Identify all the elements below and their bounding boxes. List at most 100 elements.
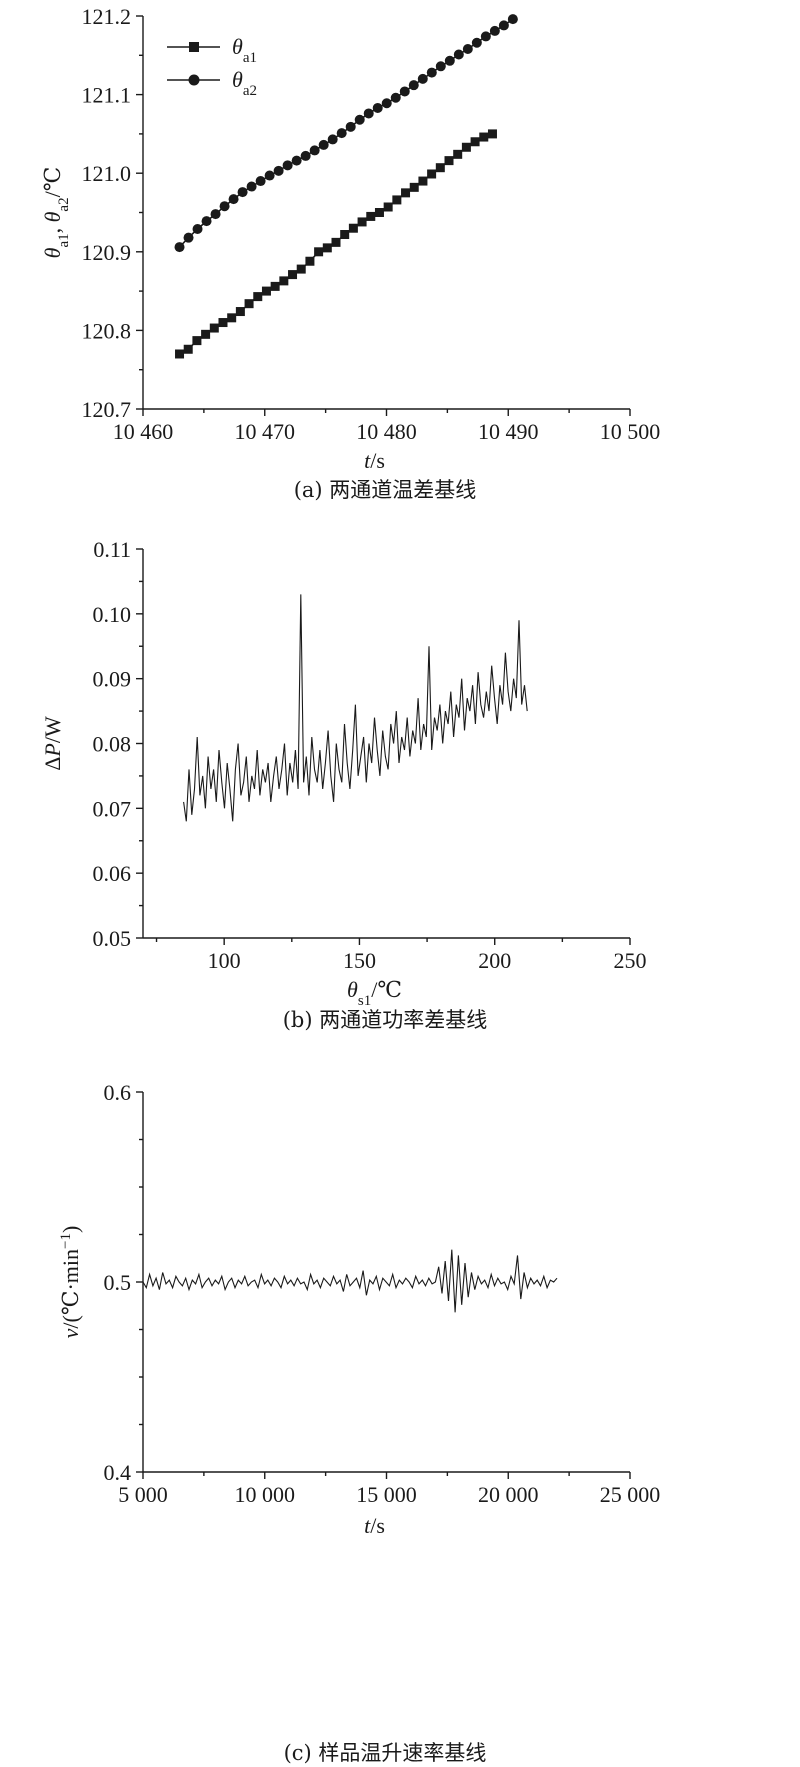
data-point-circle [282,160,293,171]
y-tick-label: 0.10 [93,602,132,627]
data-point-square [479,132,489,142]
x-tick-label: 10 480 [356,419,417,444]
data-point-circle [345,121,356,132]
data-point-circle [426,67,437,78]
data-point-square [374,208,384,217]
x-tick-label: 5 000 [118,1482,168,1507]
data-point-square [366,211,376,221]
chart-panel-2: 100 150 200 250 0.05 0.06 0.07 0.08 0.09 0.10 0.11… [40,537,647,1032]
data-point-circle [255,176,266,187]
data-point-square [409,182,419,192]
data-point-circle [219,201,230,212]
data-point-square [487,129,497,139]
data-point-circle [273,165,284,176]
x-axis-title: θs1/℃ [347,977,402,1009]
y-tick-label: 120.7 [82,397,132,422]
y-axis-title: ΔP/W [40,716,65,771]
data-point-square [305,256,315,266]
figure-caption: (b) 两通道功率差基线 [283,1008,488,1032]
data-point-square [322,243,332,253]
data-point-circle [462,44,473,55]
data-point-circle [354,114,365,125]
series-line-1 [142,1249,558,1313]
y-tick-label: 0.07 [93,796,132,821]
data-point-square [401,188,411,198]
y-axis-title: v/(℃·min−1) [58,1226,83,1339]
x-tick-label: 10 500 [600,419,661,444]
x-axis-title: t/s [364,448,385,473]
data-point-circle [507,14,518,25]
data-point-square [227,313,237,323]
y-tick-label: 0.08 [93,732,132,757]
data-point-square [340,230,350,240]
data-point-circle [444,55,455,66]
x-tick-label: 10 000 [235,1482,296,1507]
y-tick-label: 0.11 [93,537,131,562]
data-point-circle [300,150,311,161]
data-point-circle [210,209,221,220]
data-point-square [175,349,185,359]
data-point-square [253,292,263,302]
data-point-circle [372,102,383,113]
legend-marker-circle [188,74,200,86]
data-point-square [288,270,298,280]
data-point-circle [399,86,410,97]
legend-marker-square [189,42,199,52]
data-point-circle [291,155,302,166]
data-point-square [244,299,254,309]
data-point-circle [309,145,320,156]
data-point-circle [318,139,329,150]
data-point-square [383,202,393,212]
y-tick-label: 0.05 [93,926,132,951]
data-point-circle [453,49,464,60]
data-point-circle [489,25,500,36]
data-point-square [209,323,219,333]
data-point-square [270,281,280,291]
x-tick-label: 10 470 [235,419,296,444]
data-point-circle [480,31,491,42]
data-point-circle [264,170,275,181]
data-point-square [418,176,428,186]
x-tick-label: 15 000 [356,1482,417,1507]
series-line-1 [183,594,528,822]
data-point-square [261,286,271,296]
figure-caption: (a) 两通道温差基线 [294,478,477,502]
legend-label: θa2 [232,67,257,99]
y-tick-label: 121.1 [82,83,132,108]
data-point-circle [237,187,248,198]
data-point-circle [408,80,419,91]
data-point-square [444,156,454,166]
y-tick-label: 0.06 [93,861,132,886]
data-point-circle [174,242,185,253]
data-point-square [201,329,211,339]
data-point-square [348,223,358,233]
y-tick-label: 0.6 [104,1080,132,1105]
data-point-square [453,149,463,159]
data-point-circle [201,216,212,227]
y-tick-label: 0.4 [104,1460,132,1485]
y-tick-label: 120.8 [82,318,132,343]
x-tick-label: 25 000 [600,1482,661,1507]
x-tick-label: 150 [343,948,376,973]
data-point-square [427,169,437,179]
data-point-circle [381,98,392,109]
x-tick-label: 100 [208,948,241,973]
legend-label: θa1 [232,34,257,66]
data-point-square [192,336,202,346]
data-point-square [331,237,341,247]
y-tick-label: 121.0 [82,161,132,186]
data-point-circle [192,224,203,235]
y-axis-title: θa1, θa2/℃ [40,167,72,259]
data-point-square [235,307,245,317]
x-tick-label: 10 460 [113,419,174,444]
x-tick-label: 20 000 [478,1482,539,1507]
data-point-circle [183,232,194,243]
figure-caption: (c) 样品温升速率基线 [284,1741,487,1765]
x-tick-label: 10 490 [478,419,539,444]
chart-panel-3: 5 000 10 000 15 000 20 000 25 000 0.4 0.5 0.6 t/… [58,1080,660,1765]
data-point-circle [435,61,446,72]
x-tick-label: 250 [614,948,647,973]
